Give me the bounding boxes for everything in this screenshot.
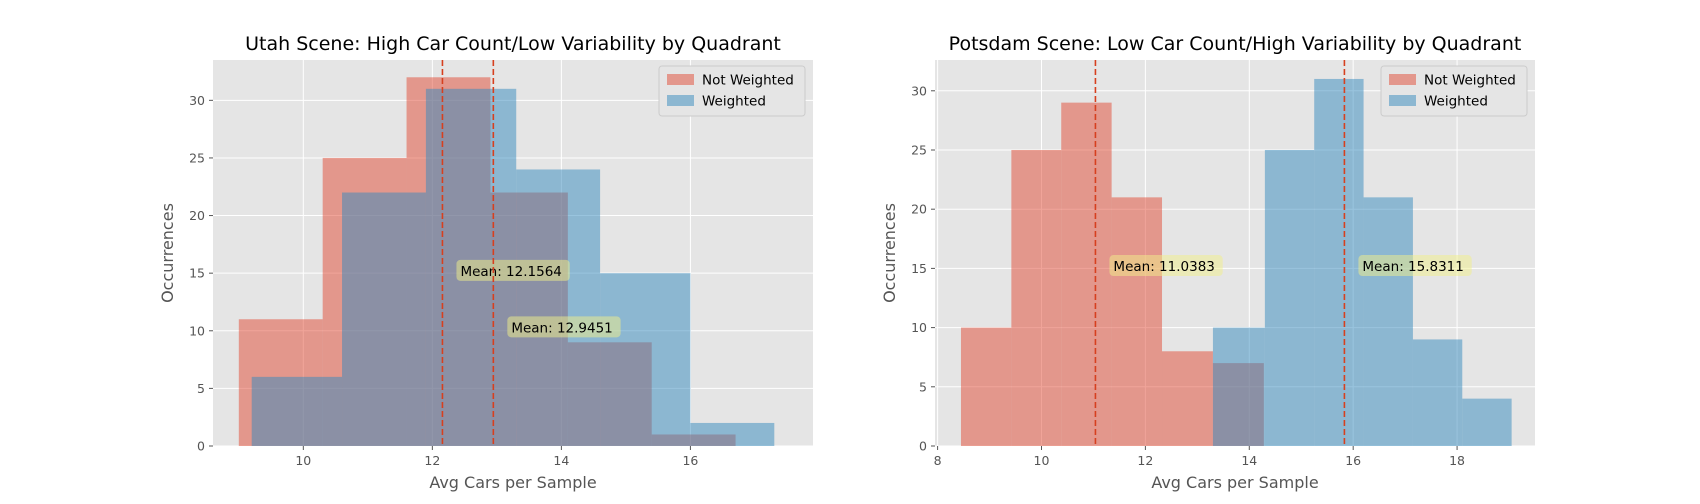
potsdam-y-tick-label: 10 — [911, 320, 927, 335]
utah-bar — [516, 169, 601, 446]
utah-y-tick-label: 15 — [189, 266, 205, 281]
potsdam-mean-label-box — [1109, 255, 1223, 277]
potsdam-y-axis-label: Occurrences — [880, 203, 899, 303]
utah-x-tick-label: 10 — [295, 453, 311, 468]
potsdam-legend-swatch — [1389, 95, 1416, 106]
potsdam-legend-label: Not Weighted — [1424, 73, 1516, 89]
potsdam-y-tick-label: 20 — [911, 202, 927, 217]
utah-x-tick-label: 14 — [553, 453, 569, 468]
utah-title: Utah Scene: High Car Count/Low Variabili… — [245, 33, 781, 55]
utah-x-axis-label: Avg Cars per Sample — [429, 473, 596, 492]
potsdam-bar — [1314, 78, 1364, 446]
utah-legend-swatch — [667, 74, 694, 85]
potsdam-bar — [1363, 197, 1413, 446]
potsdam-y-tick-label: 0 — [919, 439, 927, 454]
potsdam-legend: Not Weighted Weighted — [1380, 65, 1528, 117]
potsdam-x-tick-label: 18 — [1449, 453, 1465, 468]
utah-y-tick-label: 25 — [189, 150, 205, 165]
utah-mean-label-box — [507, 316, 621, 338]
potsdam-mean-label: Mean: 11.0383 — [1113, 259, 1214, 275]
utah-panel: Mean: 12.1564 Mean: 12.9451 10 12 14 16 0 5 10 15… — [158, 33, 813, 492]
potsdam-bar — [960, 327, 1012, 446]
potsdam-x-tick-label: 14 — [1241, 453, 1257, 468]
potsdam-y-tick-label: 25 — [911, 142, 927, 157]
potsdam-legend-label: Weighted — [1424, 94, 1488, 110]
potsdam-x-tick-label: 8 — [934, 453, 942, 468]
utah-mean-label: Mean: 12.9451 — [511, 320, 612, 336]
potsdam-y-tick-label: 5 — [919, 379, 927, 394]
utah-x-tick-label: 16 — [682, 453, 698, 468]
potsdam-y-tick-label: 30 — [911, 83, 927, 98]
potsdam-series-not-weighted — [960, 102, 1264, 447]
utah-mean-label-box — [456, 259, 570, 281]
utah-bar — [251, 376, 343, 446]
potsdam-legend-swatch — [1389, 74, 1416, 85]
utah-mean-label: Mean: 12.1564 — [460, 264, 561, 280]
utah-y-tick-label: 10 — [189, 323, 205, 338]
utah-y-tick-label: 20 — [189, 208, 205, 223]
potsdam-legend-frame — [1380, 65, 1528, 117]
potsdam-bar — [1011, 149, 1062, 446]
potsdam-mean-label: Mean: 15.8311 — [1362, 259, 1463, 275]
utah-x-tick-label: 12 — [424, 453, 440, 468]
utah-legend-swatch — [667, 95, 694, 106]
potsdam-bar — [1264, 149, 1315, 446]
potsdam-mean-label-box — [1358, 255, 1472, 277]
utah-y-axis-label: Occurrences — [158, 203, 177, 303]
potsdam-y-tick-label: 15 — [911, 261, 927, 276]
utah-legend: Not Weighted Weighted — [658, 65, 806, 117]
potsdam-bar — [1061, 102, 1112, 447]
potsdam-panel: Mean: 11.0383 Mean: 15.8311 8 10 12 14 16 18 0 5 1… — [880, 33, 1535, 492]
potsdam-series-weighted — [1212, 78, 1512, 446]
potsdam-bar — [1111, 197, 1163, 446]
utah-y-tick-label: 5 — [197, 381, 205, 396]
potsdam-bar — [1212, 327, 1265, 446]
potsdam-x-tick-label: 10 — [1034, 453, 1050, 468]
potsdam-bar — [1462, 398, 1512, 446]
potsdam-x-tick-label: 12 — [1137, 453, 1153, 468]
utah-y-tick-label: 30 — [189, 93, 205, 108]
potsdam-bar — [1412, 339, 1463, 446]
utah-bar — [690, 422, 775, 446]
potsdam-x-tick-label: 16 — [1345, 453, 1361, 468]
utah-legend-label: Weighted — [702, 94, 766, 110]
potsdam-bar — [1162, 351, 1213, 446]
utah-y-tick-label: 0 — [197, 439, 205, 454]
utah-legend-label: Not Weighted — [702, 73, 794, 89]
potsdam-x-axis-label: Avg Cars per Sample — [1151, 473, 1318, 492]
utah-legend-frame — [658, 65, 806, 117]
utah-bar — [600, 273, 691, 446]
potsdam-title: Potsdam Scene: Low Car Count/High Variab… — [949, 33, 1522, 55]
utah-bar — [342, 192, 426, 446]
